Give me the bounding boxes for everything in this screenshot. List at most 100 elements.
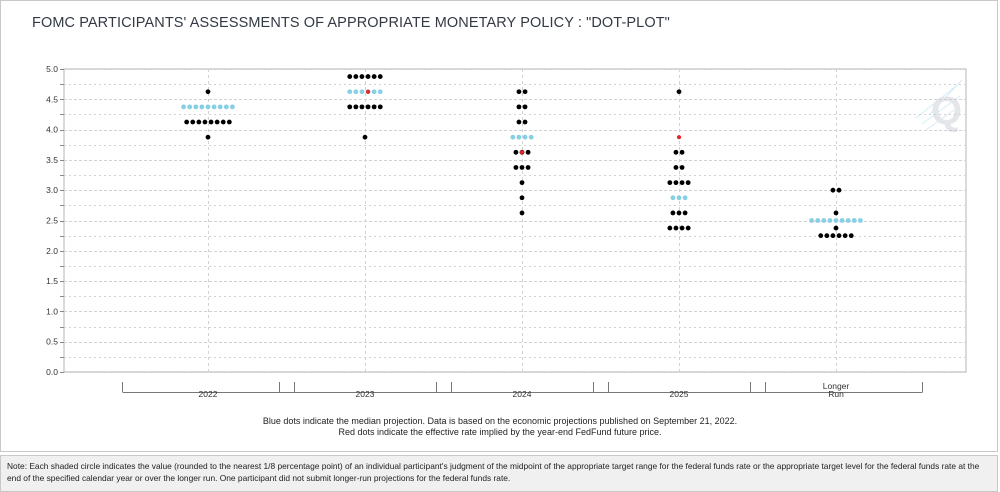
- watermark-streak: [925, 109, 955, 131]
- category-bracket: [436, 382, 609, 393]
- median-dot: [851, 218, 857, 223]
- median-dot: [827, 218, 833, 223]
- participant-dot: [347, 74, 353, 79]
- chart-title: FOMC PARTICIPANTS' ASSESSMENTS OF APPROP…: [32, 15, 670, 31]
- participant-dot: [377, 74, 383, 79]
- participant-dot: [226, 119, 232, 125]
- participant-dot: [676, 89, 682, 95]
- y-tick-label: 5.0: [46, 64, 58, 74]
- participant-dot: [522, 89, 528, 95]
- participant-dot: [516, 119, 522, 125]
- median-dot: [223, 104, 229, 110]
- category-bracket: [593, 382, 766, 393]
- participant-dot: [679, 225, 685, 231]
- x-category-label: 2025: [670, 389, 689, 399]
- y-tick-label: 4.5: [46, 94, 58, 104]
- y-tick-label: 3.5: [46, 155, 58, 165]
- participant-dot: [205, 89, 211, 95]
- median-dot: [211, 104, 217, 110]
- participant-dot: [824, 233, 830, 239]
- participant-dot: [833, 210, 839, 216]
- caption-implied: Red dots indicate the effective rate imp…: [338, 427, 662, 437]
- median-dot: [516, 134, 522, 140]
- participant-dot: [522, 104, 528, 110]
- median-dot: [833, 218, 839, 223]
- y-tick-label: 0.5: [46, 337, 58, 347]
- participant-dot: [673, 165, 679, 170]
- median-dot: [205, 104, 211, 110]
- participant-dot: [679, 180, 685, 186]
- participant-dot: [830, 233, 836, 239]
- participant-dot: [676, 210, 682, 216]
- y-tick-label: 3.0: [46, 185, 58, 195]
- participant-dot: [184, 119, 190, 125]
- median-dot: [670, 195, 676, 201]
- median-dot: [181, 104, 187, 110]
- participant-dot: [190, 119, 196, 125]
- participant-dot: [359, 104, 365, 110]
- median-dot: [193, 104, 199, 110]
- participant-dot: [519, 210, 525, 216]
- median-dot: [371, 89, 377, 95]
- participant-dot: [682, 210, 688, 216]
- participant-dot: [673, 149, 679, 155]
- watermark-letter: Q: [931, 89, 962, 133]
- implied-rate-dot: [519, 150, 525, 155]
- median-dot: [858, 218, 863, 223]
- median-dot: [187, 104, 193, 110]
- category-bracket: [750, 382, 923, 393]
- participant-dot: [685, 180, 691, 186]
- x-category-label: 2024: [513, 389, 532, 399]
- median-dot: [845, 218, 851, 223]
- x-category-label: 2023: [356, 389, 375, 399]
- caption-median: Blue dots indicate the median projection…: [262, 416, 738, 426]
- participant-dot: [836, 187, 842, 193]
- y-tick-label: 1.5: [46, 276, 58, 286]
- participant-dot: [371, 74, 377, 79]
- watermark-streak: [915, 85, 957, 119]
- watermark-streak: [929, 79, 963, 115]
- implied-rate-dot: [365, 89, 371, 94]
- x-category-label: Run: [828, 389, 844, 399]
- implied-rate-dot: [676, 135, 682, 140]
- participant-dot: [679, 165, 685, 170]
- y-tick-label: 2.5: [46, 216, 58, 226]
- participant-dot: [833, 225, 839, 231]
- participant-dot: [525, 165, 531, 170]
- participant-dot: [667, 180, 673, 186]
- median-dot: [347, 89, 353, 95]
- participant-dot: [347, 104, 353, 110]
- participant-dot: [673, 225, 679, 231]
- participant-dot: [513, 165, 519, 170]
- participant-dot: [519, 165, 525, 170]
- participant-dot: [362, 134, 368, 140]
- median-dot: [682, 195, 688, 201]
- participant-dot: [667, 225, 673, 231]
- median-dot: [676, 195, 682, 201]
- median-dot: [377, 89, 383, 95]
- participant-dot: [842, 233, 848, 239]
- participant-dot: [377, 104, 383, 110]
- participant-dot: [836, 233, 842, 239]
- participant-dot: [670, 210, 676, 216]
- median-dot: [809, 218, 814, 223]
- dot-plot-chart: 0.0 0.5 1.0 1.5 2.0 2.5 3.0 3.5 4.0 4.5 5.0 Q 2022…: [46, 64, 967, 399]
- participant-dot: [818, 233, 824, 239]
- participant-dot: [830, 187, 836, 193]
- median-dot: [821, 218, 827, 223]
- median-dot: [359, 89, 365, 95]
- participant-dot: [214, 119, 220, 125]
- category-bracket: [279, 382, 452, 393]
- participant-dot: [220, 119, 226, 125]
- participant-dot: [365, 74, 371, 79]
- participant-dot: [522, 119, 528, 125]
- watermark-logo: Q: [915, 79, 963, 133]
- participant-dot: [353, 74, 359, 79]
- participant-dot: [848, 233, 854, 239]
- y-tick-label: 2.0: [46, 246, 58, 256]
- median-dot: [815, 218, 821, 223]
- chart-frame: [0, 0, 998, 452]
- category-bracket: [122, 382, 295, 393]
- y-tick-label: 0.0: [46, 367, 58, 377]
- participant-dot: [679, 149, 685, 155]
